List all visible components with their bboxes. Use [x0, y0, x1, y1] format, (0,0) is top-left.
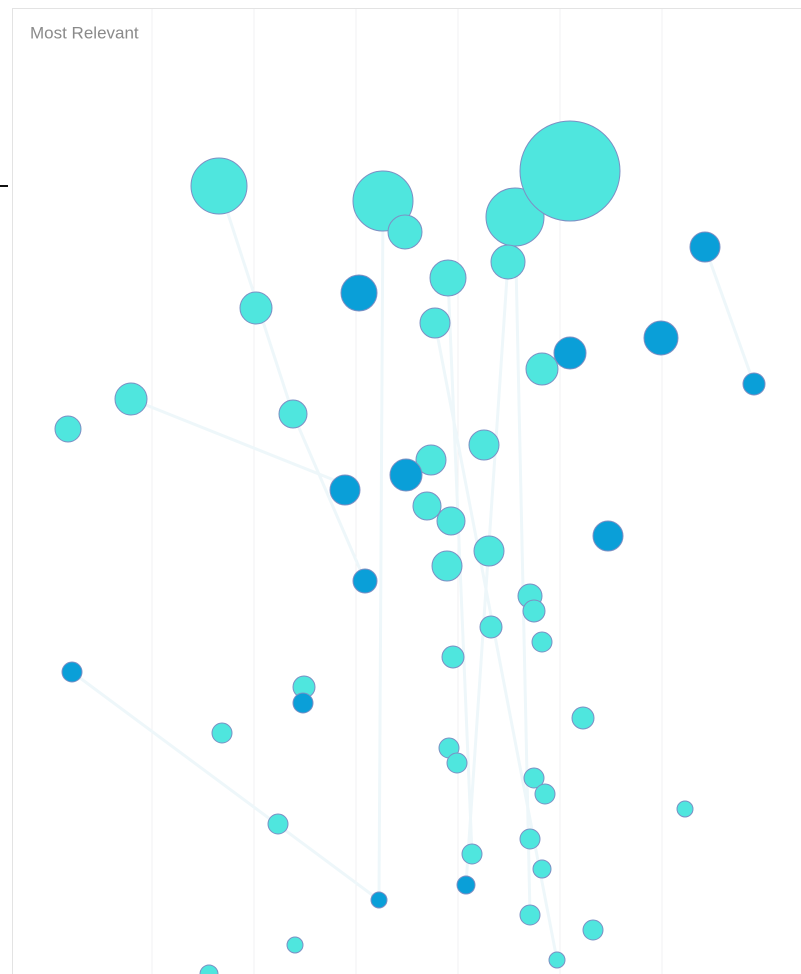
bubble	[643, 320, 679, 356]
bubble	[387, 214, 423, 250]
bubble	[436, 506, 466, 536]
bubble	[419, 307, 451, 339]
bubbles	[54, 120, 766, 974]
bubble	[190, 157, 248, 215]
bubble	[211, 722, 233, 744]
bubble	[571, 706, 595, 730]
bubble	[54, 415, 82, 443]
bubble	[199, 964, 219, 974]
bubble	[531, 631, 553, 653]
bubble	[519, 120, 621, 222]
bubble	[461, 843, 483, 865]
bubble	[490, 244, 526, 280]
bubble	[340, 274, 378, 312]
bubble	[456, 875, 476, 895]
bubble	[534, 783, 556, 805]
bubble	[468, 429, 500, 461]
bubble	[479, 615, 503, 639]
bubble	[592, 520, 624, 552]
bubble	[519, 828, 541, 850]
bubble	[742, 372, 766, 396]
bubble	[473, 535, 505, 567]
bubble	[114, 382, 148, 416]
bubble	[278, 399, 308, 429]
bubble	[548, 951, 566, 969]
bubble	[676, 800, 694, 818]
bubble	[415, 444, 447, 476]
bubble	[532, 859, 552, 879]
bubble	[267, 813, 289, 835]
bubble	[441, 645, 465, 669]
bubble	[523, 767, 545, 789]
bubble	[389, 458, 423, 492]
chart-title: Most Relevant	[30, 23, 139, 42]
bubble	[292, 692, 314, 714]
bubble	[525, 352, 559, 386]
bubble	[431, 550, 463, 582]
bubble	[329, 474, 361, 506]
bubble	[429, 259, 467, 297]
bubble	[519, 904, 541, 926]
bubble	[286, 936, 304, 954]
bubble	[553, 336, 587, 370]
bubble	[370, 891, 388, 909]
bubble	[446, 752, 468, 774]
bubble	[582, 919, 604, 941]
bubble	[352, 568, 378, 594]
bubble	[412, 491, 442, 521]
bubble	[61, 661, 83, 683]
bubble	[522, 599, 546, 623]
bubble	[689, 231, 721, 263]
bubble	[239, 291, 273, 325]
